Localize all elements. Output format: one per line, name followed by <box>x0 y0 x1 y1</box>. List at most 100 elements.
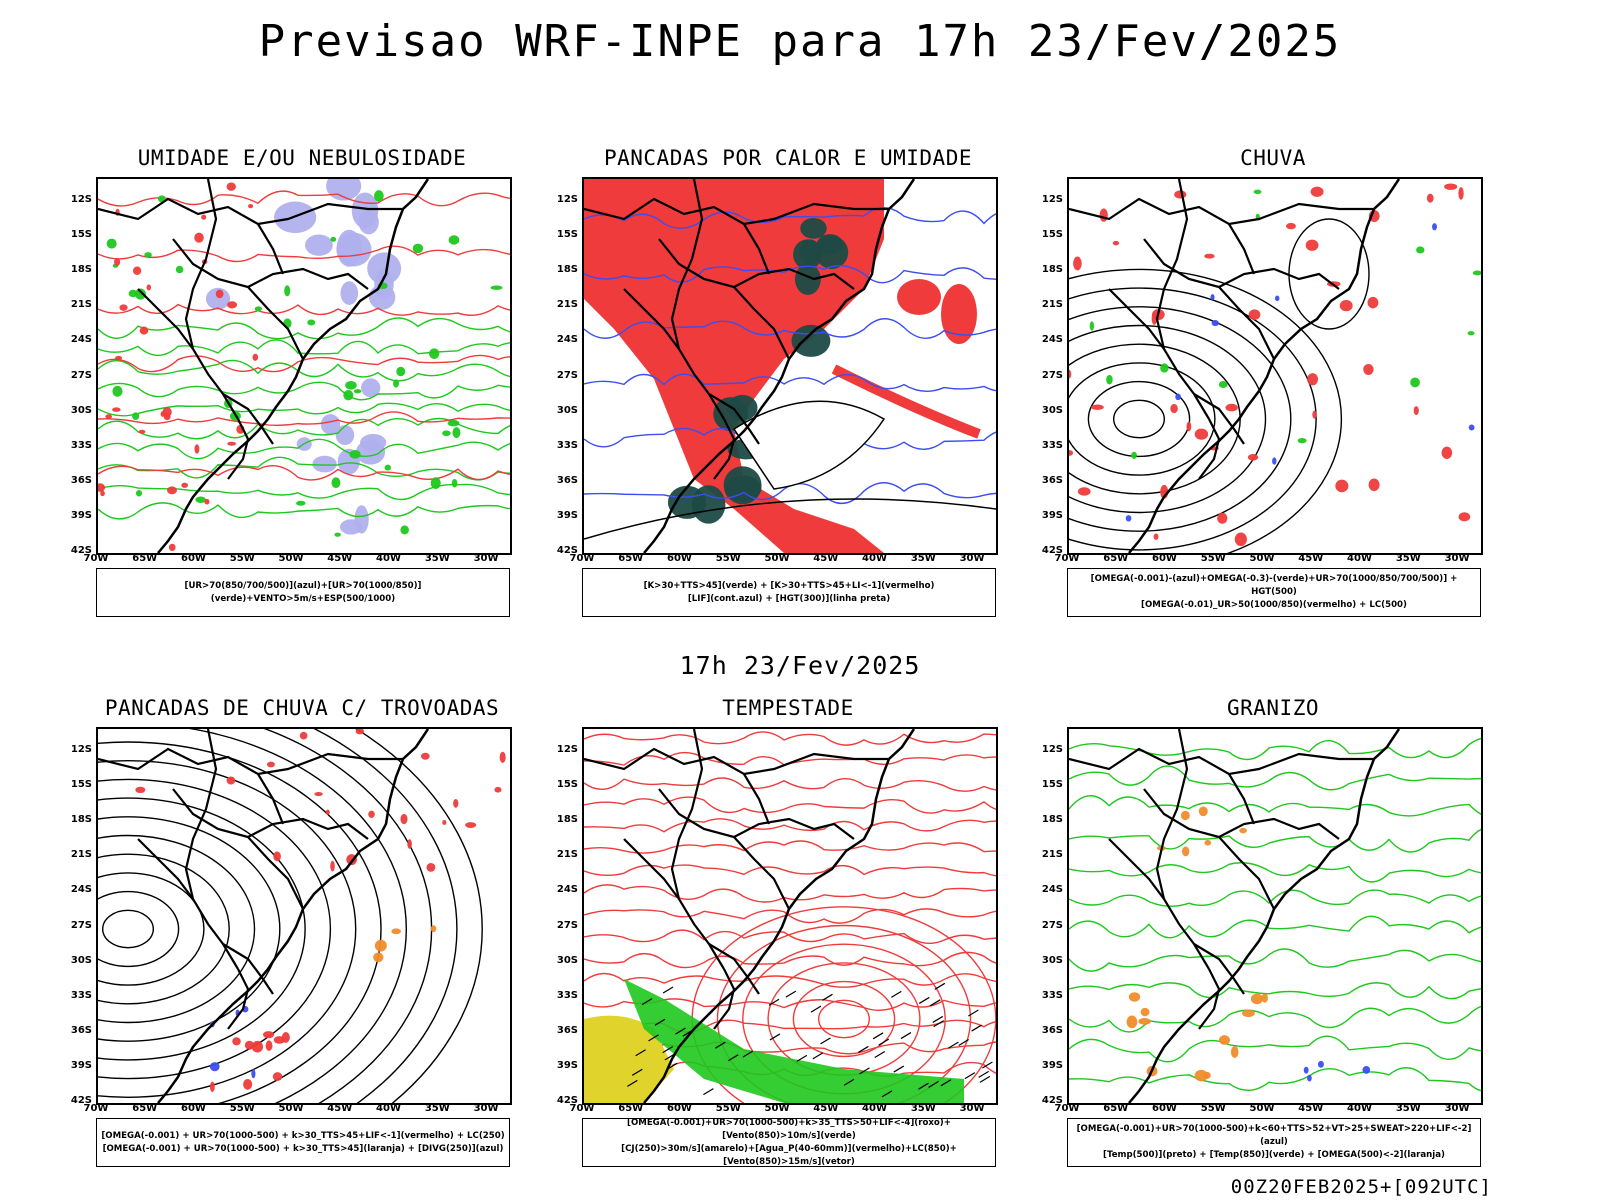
thickness-spot <box>146 284 152 291</box>
lon-tick-label: 65W <box>1103 1103 1129 1114</box>
temperature-850-contour <box>1069 915 1481 939</box>
coastline <box>643 729 916 1103</box>
humidity-spot <box>106 238 117 249</box>
country-border <box>1108 288 1165 350</box>
geopotential-contour <box>1069 287 1317 551</box>
lon-tick-label: 60W <box>1152 1103 1177 1114</box>
country-border <box>1198 968 1221 1030</box>
humidity-spot <box>353 389 362 394</box>
lon-tick-label: 30W <box>1444 1103 1470 1114</box>
lon-tick-label: 50W <box>764 553 790 564</box>
humidity-area <box>367 252 402 285</box>
rain-area-red <box>1204 253 1215 259</box>
temperature-850-contour <box>1069 889 1481 907</box>
lon-tick-label: 45W <box>327 553 353 564</box>
thickness-spot <box>98 483 106 492</box>
country-border <box>1193 943 1245 995</box>
map-tempestade-graphic <box>584 729 996 1103</box>
wind-vector <box>934 982 946 990</box>
precipitable-water-contour <box>584 884 996 903</box>
lon-tick-label: 45W <box>327 1103 353 1114</box>
geopotential-contour <box>1069 324 1267 514</box>
thickness-spot <box>114 257 121 266</box>
thickness-spot <box>105 414 113 420</box>
convection-area-green <box>791 324 831 357</box>
omega-area-orange <box>1180 810 1190 821</box>
lat-tick-label: 24S <box>70 884 92 896</box>
streamline <box>98 834 256 1024</box>
legend-line: [K>30+TTS>45](verde) + [K>30+TTS>45+LI<-… <box>643 580 935 591</box>
wind-vector <box>662 986 674 994</box>
geopotential-contour <box>1069 306 1292 532</box>
lat-tick-label: 21S <box>1041 849 1063 861</box>
lat-tick-label: 18S <box>1041 814 1063 826</box>
wind-vector <box>893 1065 905 1073</box>
lon-tick-label: 50W <box>764 1103 790 1114</box>
storm-area-red <box>262 1031 275 1039</box>
lat-tick-label: 27S <box>1041 369 1063 381</box>
coastline <box>643 179 916 553</box>
humidity-spot <box>334 532 341 537</box>
precipitable-water-contour <box>584 777 996 792</box>
map-trovoadas <box>96 727 512 1105</box>
wind-vector <box>881 1090 893 1098</box>
country-border <box>1069 747 1374 776</box>
lon-tick-label: 40W <box>862 1103 887 1114</box>
lat-tick-label: 24S <box>70 334 92 346</box>
rain-area-green <box>1416 246 1425 254</box>
rain-area-green <box>1297 437 1307 444</box>
omega-area-orange <box>1138 1017 1151 1025</box>
streamline <box>98 797 306 1061</box>
wind-vector <box>978 1070 989 1078</box>
storm-area-orange <box>430 925 437 933</box>
rain-area-red <box>1234 532 1247 547</box>
lat-tick-label: 18S <box>556 814 578 826</box>
country-border <box>1228 223 1256 275</box>
map-granizo <box>1067 727 1483 1105</box>
rain-area-red <box>1426 193 1434 203</box>
rain-area-blue <box>1125 515 1132 522</box>
thickness-spot <box>181 482 188 488</box>
lon-tick-label: 45W <box>813 553 839 564</box>
rain-area-blue <box>1274 295 1280 302</box>
lat-tick-label: 39S <box>1041 1059 1063 1071</box>
storm-area-orange <box>391 928 402 935</box>
thickness-spot <box>168 543 176 552</box>
storm-area-red <box>299 731 308 740</box>
humidity-spot <box>343 390 354 401</box>
lat-tick-label: 12S <box>1041 744 1063 755</box>
divergence-area <box>251 1069 256 1079</box>
lon-tick-label: 70W <box>1054 553 1080 564</box>
rain-area-green <box>1106 374 1113 385</box>
lat-tick-label: 12S <box>70 194 92 205</box>
rain-area-green <box>1410 377 1420 388</box>
country-border <box>137 838 194 900</box>
lon-tick-label: 55W <box>715 553 741 564</box>
wind-vector <box>874 1050 886 1058</box>
humidity-spot <box>448 235 460 245</box>
lat-tick-label: 24S <box>1041 334 1063 346</box>
lat-tick-label: 33S <box>556 439 578 451</box>
rain-area-red <box>1413 406 1419 416</box>
rain-area-green <box>1253 189 1262 195</box>
thickness-spot <box>248 204 254 209</box>
humidity-spot <box>175 265 184 274</box>
hail-area-blue <box>1317 1060 1324 1068</box>
humidity-spot <box>144 252 152 258</box>
country-border <box>1218 817 1340 840</box>
lon-tick-label: 55W <box>229 553 255 564</box>
thickness-contour-red <box>98 190 510 207</box>
thickness-contour-red <box>98 465 510 481</box>
wind-vector <box>928 1080 939 1088</box>
omega-area-orange <box>1204 839 1212 846</box>
legend-chuva: [OMEGA(-0.001)-(azul)+OMEGA(-0.3)-(verde… <box>1067 568 1481 617</box>
humidity-contour-green <box>98 359 510 382</box>
storm-area-red <box>330 860 335 872</box>
storm-area-red <box>266 761 275 768</box>
thickness-spot <box>115 355 123 361</box>
wind-vector <box>675 1027 686 1035</box>
country-border <box>247 817 369 840</box>
streamline <box>188 729 407 1103</box>
streamline <box>98 872 205 986</box>
lon-tick-label: 35W <box>910 553 936 564</box>
